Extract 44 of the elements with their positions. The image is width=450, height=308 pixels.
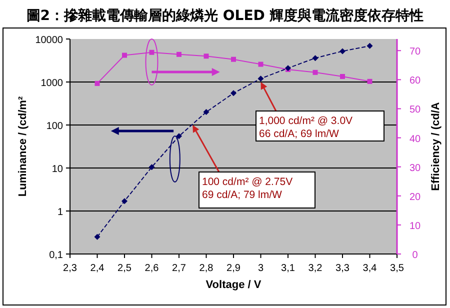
x-tick-label: 3 xyxy=(258,263,264,274)
x-tick-label: 2,9 xyxy=(226,263,241,274)
point xyxy=(230,90,236,96)
x-tick-label: 2,4 xyxy=(90,263,105,274)
point xyxy=(148,164,155,170)
point xyxy=(366,42,373,49)
y2-tick-label: 0 xyxy=(412,250,418,261)
point xyxy=(340,48,346,54)
y-tick-label: 1000 xyxy=(40,78,64,89)
chart-title: 圖2：摻雜載電傳輸層的綠燐光 OLED 輝度與電流密度依存特性 xyxy=(26,7,424,24)
y2-tick-label: 20 xyxy=(409,192,421,203)
y-tick-label: 1 xyxy=(57,207,64,218)
x-tick-label: 2,6 xyxy=(144,263,160,274)
y-axis-title: Luminance / (cd/m² xyxy=(17,96,29,197)
y-tick-label: 100 xyxy=(46,121,64,132)
annotation: 100 cd/m² @ 2.75V 69 cd/A; 79 lm/W xyxy=(202,176,293,201)
y-tick-label: 0,1 xyxy=(49,250,64,261)
point xyxy=(122,198,128,204)
x-tick-label: 3,5 xyxy=(390,263,404,274)
y2-tick-label: 30 xyxy=(409,162,421,174)
point xyxy=(176,133,182,140)
y2-tick-label: 50 xyxy=(409,104,421,116)
point xyxy=(258,76,264,82)
point xyxy=(203,109,210,116)
y-tick-label: 10000 xyxy=(35,35,64,46)
x-tick-label: 3,4 xyxy=(362,263,378,274)
x-tick-label: 2,5 xyxy=(118,263,132,274)
y2-tick-label: 60 xyxy=(409,76,421,87)
x-tick-label: 3,1 xyxy=(281,263,296,274)
y2-tick-label: 70 xyxy=(409,46,421,58)
x-tick-label: 2,8 xyxy=(199,263,214,274)
x-axis-title: Voltage / V xyxy=(206,279,262,291)
point xyxy=(94,234,100,240)
y2-axis-title: Efficiency / (cd/A xyxy=(430,102,442,191)
annotation: 1,000 cd/m² @ 3.0V 66 cd/A; 69 lm/W xyxy=(259,115,353,140)
y-tick-label: 10 xyxy=(52,164,64,175)
x-tick-label: 2,7 xyxy=(172,263,186,274)
y2-tick-label: 40 xyxy=(409,134,421,145)
x-tick-label: 3,3 xyxy=(336,263,350,274)
y2-tick-label: 10 xyxy=(409,220,421,232)
annotation: 1,000 cd/m² @ 3.0V 66 cd/A; 69 lm/W xyxy=(256,82,384,142)
x-tick-label: 2,3 xyxy=(63,263,78,274)
x-tick-label: 3,2 xyxy=(308,263,323,274)
point xyxy=(312,55,318,62)
